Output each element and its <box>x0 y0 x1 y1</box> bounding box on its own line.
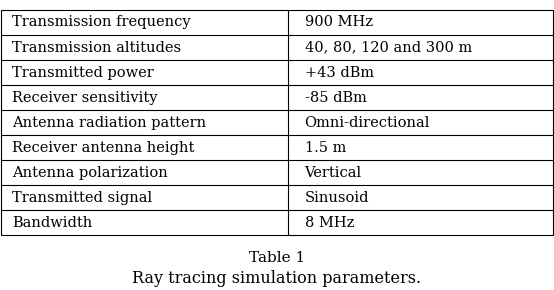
Text: Receiver antenna height: Receiver antenna height <box>12 141 195 155</box>
Text: Transmitted power: Transmitted power <box>12 66 154 79</box>
Text: 40, 80, 120 and 300 m: 40, 80, 120 and 300 m <box>305 41 472 55</box>
Text: 1.5 m: 1.5 m <box>305 141 346 155</box>
Text: +43 dBm: +43 dBm <box>305 66 374 79</box>
Text: 8 MHz: 8 MHz <box>305 216 354 230</box>
Text: Transmission frequency: Transmission frequency <box>12 15 191 30</box>
Text: Vertical: Vertical <box>305 166 362 180</box>
Text: Antenna polarization: Antenna polarization <box>12 166 168 180</box>
Text: Transmitted signal: Transmitted signal <box>12 191 152 205</box>
Text: Table 1: Table 1 <box>249 251 305 265</box>
Text: Sinusoid: Sinusoid <box>305 191 369 205</box>
Text: Antenna radiation pattern: Antenna radiation pattern <box>12 116 207 130</box>
Text: Omni-directional: Omni-directional <box>305 116 430 130</box>
Text: -85 dBm: -85 dBm <box>305 91 366 105</box>
Text: 900 MHz: 900 MHz <box>305 15 372 30</box>
Text: Transmission altitudes: Transmission altitudes <box>12 41 182 55</box>
Text: Ray tracing simulation parameters.: Ray tracing simulation parameters. <box>132 270 422 287</box>
Text: Bandwidth: Bandwidth <box>12 216 93 230</box>
Text: Receiver sensitivity: Receiver sensitivity <box>12 91 158 105</box>
